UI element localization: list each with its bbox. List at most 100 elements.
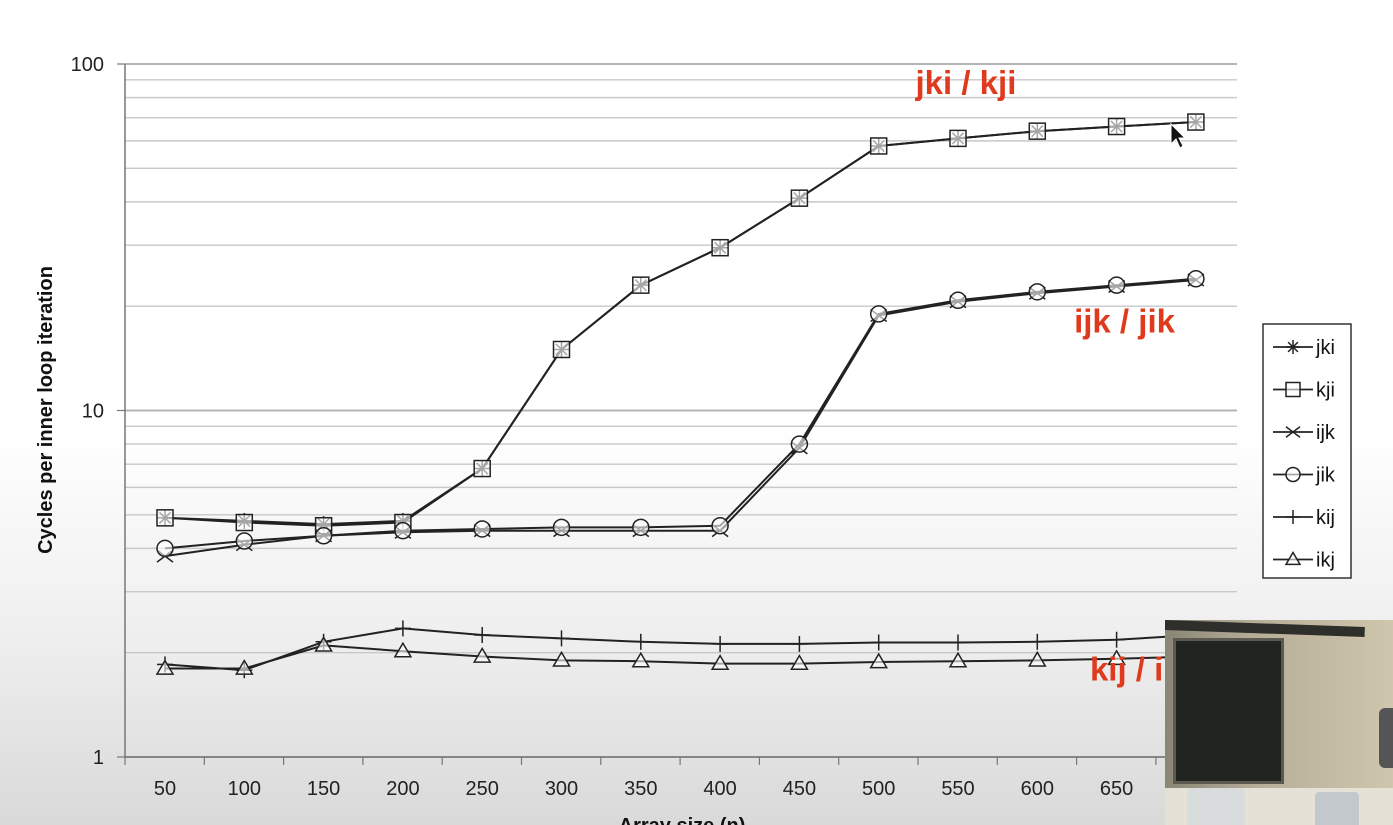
- x-tick-label: 350: [624, 778, 657, 800]
- point-circle: [473, 520, 491, 538]
- y-tick-label: 10: [82, 401, 104, 423]
- point-square: [949, 129, 967, 148]
- grid-lines: [125, 63, 1237, 758]
- point-x: [1285, 426, 1301, 438]
- point-plus: [712, 635, 729, 652]
- x-tick-label: 450: [783, 778, 816, 800]
- point-plus: [950, 634, 966, 651]
- point-circle: [156, 539, 174, 558]
- point-plus: [553, 630, 570, 647]
- series-line-kji: [164, 121, 1196, 527]
- series-jik: [156, 270, 1205, 558]
- point-square: [552, 340, 571, 359]
- legend-label-ikj: ikj: [1316, 550, 1335, 572]
- x-tick-label: 150: [307, 778, 340, 800]
- point-triangle: [234, 659, 254, 675]
- series-ikj: [155, 635, 1206, 675]
- x-tick-label: 300: [545, 778, 578, 800]
- legend-label-ijk: ijk: [1316, 422, 1336, 444]
- x-tick-label: 250: [466, 778, 499, 800]
- point-triangle: [393, 641, 413, 658]
- point-square: [156, 509, 174, 527]
- x-tick-label: 100: [228, 778, 261, 800]
- point-circle: [314, 527, 333, 545]
- series-line-ikj: [165, 644, 1196, 670]
- webcam-overlay: [1165, 620, 1393, 825]
- x-tick-label: 600: [1021, 778, 1054, 800]
- point-square: [1285, 381, 1301, 398]
- point-plus: [632, 633, 649, 650]
- point-triangle: [1284, 551, 1302, 566]
- point-triangle: [1107, 649, 1126, 666]
- annotation-label: ijk / jik: [1074, 302, 1176, 339]
- point-triangle: [948, 651, 968, 668]
- x-tick-label: 200: [386, 778, 419, 800]
- point-triangle: [155, 659, 175, 675]
- axes: [117, 63, 1237, 765]
- point-circle: [552, 518, 571, 537]
- point-plus: [394, 620, 411, 637]
- point-circle: [790, 435, 809, 453]
- point-triangle: [710, 654, 730, 670]
- point-circle: [1028, 283, 1047, 301]
- y-tick-label: 100: [71, 54, 104, 76]
- legend-label-jki: jki: [1315, 337, 1335, 359]
- point-circle: [949, 291, 967, 310]
- mouse-cursor-icon: [1170, 122, 1187, 149]
- point-triangle: [314, 635, 333, 652]
- point-circle: [869, 305, 888, 323]
- point-circle: [632, 518, 650, 537]
- series-jki: [157, 114, 1204, 533]
- point-plus: [474, 626, 491, 643]
- y-tick-labels: 1 10 100: [71, 54, 104, 769]
- x-axis-title: Array size (n): [619, 815, 746, 825]
- point-square: [235, 513, 254, 532]
- point-circle: [235, 532, 254, 550]
- x-tick-label: 400: [703, 778, 736, 800]
- point-plus: [1108, 631, 1125, 648]
- series-line-kij: [164, 627, 1196, 672]
- point-triangle: [472, 647, 492, 663]
- legend-label-jik: jik: [1315, 465, 1336, 487]
- x-tick-labels: 50 100 150 200 250 300 350 400 450 500 550 600 650: [154, 778, 1133, 800]
- point-plus: [1286, 510, 1300, 524]
- series-line-jik: [164, 277, 1196, 550]
- y-axis-title: Cycles per inner loop iteration: [35, 266, 57, 554]
- webcam-ceiling: [1165, 620, 1365, 637]
- series-ijk: [156, 273, 1205, 563]
- point-square: [711, 238, 729, 257]
- webcam-presenter: [1379, 708, 1393, 768]
- legend-label-kji: kji: [1316, 380, 1335, 402]
- webcam-chair: [1315, 792, 1359, 825]
- x-tick-label: 50: [154, 778, 176, 800]
- point-square: [790, 189, 809, 207]
- x-tick-label: 550: [941, 778, 974, 800]
- point-circle: [1187, 270, 1205, 288]
- point-square: [1028, 122, 1047, 140]
- annotation-label: jki / kji: [914, 64, 1016, 101]
- legend-label-kij: kij: [1316, 507, 1335, 529]
- point-triangle: [869, 652, 889, 669]
- point-circle: [1285, 466, 1301, 483]
- webcam-blackboard: [1173, 638, 1284, 784]
- x-tick-label: 650: [1100, 778, 1133, 800]
- webcam-chair: [1187, 788, 1245, 825]
- point-square: [1107, 117, 1126, 136]
- point-square: [1187, 113, 1205, 131]
- point-square: [632, 276, 650, 294]
- point-circle: [1107, 276, 1126, 294]
- point-plus: [870, 634, 887, 651]
- legend: jki kji ijk jik kij ikj: [1262, 323, 1352, 579]
- point-plus: [1029, 633, 1046, 650]
- point-triangle: [631, 651, 651, 668]
- series-kij: [157, 620, 1204, 679]
- point-plus: [791, 635, 808, 652]
- series-kji: [156, 113, 1205, 535]
- point-square: [869, 137, 888, 155]
- point-circle: [394, 521, 412, 540]
- point-asterisk: [1286, 340, 1300, 354]
- y-tick-label: 1: [93, 747, 104, 769]
- legend-box: [1262, 323, 1352, 579]
